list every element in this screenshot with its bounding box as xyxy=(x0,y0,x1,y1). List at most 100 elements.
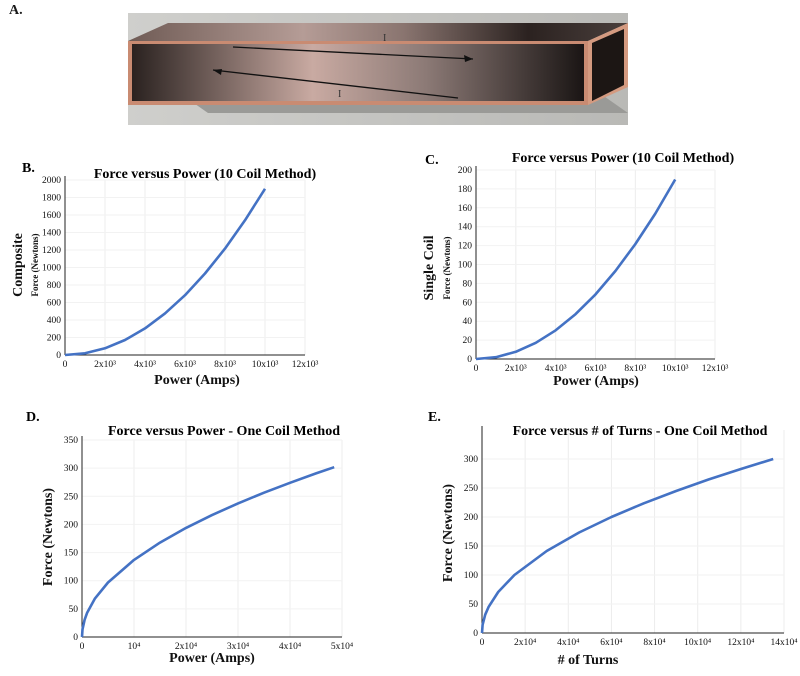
y-tick-label: 200 xyxy=(64,520,79,530)
panel-letter: D. xyxy=(26,410,40,425)
panel-a-illustration: I I xyxy=(128,13,628,125)
y-axis-sublabel: Force (Newtons) xyxy=(30,233,40,296)
y-tick-label: 200 xyxy=(458,166,473,176)
current-label-top: I xyxy=(383,33,386,44)
x-tick-label: 8x10³ xyxy=(624,364,646,374)
y-tick-label: 180 xyxy=(458,185,473,195)
chart-svg: 0 2x10³ 4x10³ 6x10³ 8x10³ 10x10³ 12x10³ 0 200 400… xyxy=(11,161,319,388)
current-arrow-bottom xyxy=(212,69,459,99)
x-tick-label: 4x10³ xyxy=(134,360,156,370)
x-axis-label: Power (Amps) xyxy=(154,373,240,388)
y-axis-label: Force (Newtons) xyxy=(41,488,56,586)
x-tick-label: 0 xyxy=(80,642,85,652)
conductor-plate-diagram: I I xyxy=(128,13,628,125)
y-tick-label: 200 xyxy=(47,334,62,344)
current-arrowhead-bottom xyxy=(213,69,222,75)
y-tick-label: 300 xyxy=(64,464,79,474)
y-tick-label: 0 xyxy=(467,355,472,365)
x-tick-label: 14x10⁴ xyxy=(770,638,798,648)
y-tick-label: 60 xyxy=(463,298,473,308)
x-tick-label: 10x10⁴ xyxy=(684,638,712,648)
y-tick-label: 1800 xyxy=(42,194,61,204)
y-tick-label: 2000 xyxy=(42,176,61,186)
x-tick-label: 12x10³ xyxy=(702,364,729,374)
x-axis-label: Power (Amps) xyxy=(553,374,639,389)
y-tick-label: 0 xyxy=(473,629,478,639)
x-tick-label: 10⁴ xyxy=(128,642,142,652)
y-tick-label: 120 xyxy=(458,242,473,252)
x-tick-label: 0 xyxy=(63,360,68,370)
y-tick-label: 0 xyxy=(56,351,61,361)
y-axis-label: Composite xyxy=(11,233,26,297)
y-tick-label: 50 xyxy=(69,605,79,615)
x-axis-label: # of Turns xyxy=(558,653,619,668)
y-tick-label: 100 xyxy=(64,577,79,587)
series-line xyxy=(80,465,335,638)
x-tick-label: 12x10³ xyxy=(292,360,319,370)
current-arrowhead-top xyxy=(464,55,473,62)
y-tick-label: 20 xyxy=(463,336,473,346)
chart-svg: 0 10⁴ 2x10⁴ 3x10⁴ 4x10⁴ 5x10⁴ 0 50 100 150 200 250 3… xyxy=(26,410,354,666)
current-arrow-top xyxy=(232,46,474,60)
x-axis-label: Power (Amps) xyxy=(169,651,255,666)
plate-interior xyxy=(132,44,584,101)
x-tick-label: 8x10³ xyxy=(214,360,236,370)
y-tick-label: 800 xyxy=(47,281,62,291)
x-tick-label: 10x10³ xyxy=(662,364,689,374)
y-tick-label: 250 xyxy=(464,484,479,494)
x-tick-label: 0 xyxy=(474,364,479,374)
y-tick-label: 80 xyxy=(463,279,473,289)
chart-svg: 0 2x10⁴ 4x10⁴ 6x10⁴ 8x10⁴ 10x10⁴ 12x10⁴ 14x10⁴ 0… xyxy=(428,410,798,668)
x-tick-label: 2x10⁴ xyxy=(175,642,198,652)
x-tick-label: 4x10⁴ xyxy=(557,638,580,648)
series-line xyxy=(475,178,677,361)
x-tick-label: 2x10³ xyxy=(505,364,527,374)
x-tick-label: 8x10⁴ xyxy=(643,638,666,648)
y-tick-label: 160 xyxy=(458,204,473,214)
y-tick-label: 200 xyxy=(464,513,479,523)
y-axis-label: Single Coil xyxy=(422,235,437,300)
panel-a-letter: A. xyxy=(9,3,23,18)
x-tick-label: 2x10³ xyxy=(94,360,116,370)
y-tick-label: 350 xyxy=(64,436,79,446)
series-line xyxy=(64,188,267,357)
y-tick-label: 1600 xyxy=(42,211,61,221)
y-tick-label: 1400 xyxy=(42,229,61,239)
y-tick-label: 100 xyxy=(458,261,473,271)
chart-b: 0 2x10³ 4x10³ 6x10³ 8x10³ 10x10³ 12x10³ 0 200 400… xyxy=(0,150,400,395)
y-tick-label: 150 xyxy=(64,549,79,559)
chart-svg: 0 2x10³ 4x10³ 6x10³ 8x10³ 10x10³ 12x10³ 0 20 40 60… xyxy=(422,151,735,389)
y-tick-label: 150 xyxy=(464,542,479,552)
chart-title: Force versus # of Turns - One Coil Metho… xyxy=(513,424,768,439)
x-tick-label: 4x10³ xyxy=(545,364,567,374)
chart-d: 0 10⁴ 2x10⁴ 3x10⁴ 4x10⁴ 5x10⁴ 0 50 100 150 200 250 3… xyxy=(0,405,400,671)
x-tick-label: 0 xyxy=(480,638,485,648)
chart-e: 0 2x10⁴ 4x10⁴ 6x10⁴ 8x10⁴ 10x10⁴ 12x10⁴ 14x10⁴ 0… xyxy=(400,405,800,671)
chart-c: 0 2x10³ 4x10³ 6x10³ 8x10³ 10x10³ 12x10³ 0 20 40 60… xyxy=(400,150,800,395)
plate-top-face xyxy=(128,23,628,41)
plate-side-interior xyxy=(592,29,624,101)
series-line xyxy=(480,457,774,634)
current-label-bottom: I xyxy=(338,89,341,100)
x-tick-label: 6x10⁴ xyxy=(600,638,623,648)
x-tick-label: 6x10³ xyxy=(585,364,607,374)
y-tick-label: 100 xyxy=(464,571,479,581)
x-tick-label: 12x10⁴ xyxy=(727,638,755,648)
y-tick-label: 1000 xyxy=(42,264,61,274)
y-tick-label: 40 xyxy=(463,317,473,327)
y-axis-label: Force (Newtons) xyxy=(441,484,456,582)
y-tick-label: 400 xyxy=(47,316,62,326)
x-tick-label: 6x10³ xyxy=(174,360,196,370)
chart-title: Force versus Power - One Coil Method xyxy=(108,424,340,439)
y-tick-label: 250 xyxy=(64,492,79,502)
y-tick-label: 300 xyxy=(464,455,479,465)
y-tick-label: 600 xyxy=(47,299,62,309)
x-tick-label: 4x10⁴ xyxy=(279,642,302,652)
chart-title: Force versus Power (10 Coil Method) xyxy=(512,151,735,166)
panel-letter: E. xyxy=(428,410,441,425)
y-tick-label: 50 xyxy=(469,600,479,610)
x-tick-label: 3x10⁴ xyxy=(227,642,250,652)
y-axis-sublabel: Force (Newtons) xyxy=(442,236,452,299)
y-tick-label: 1200 xyxy=(42,246,61,256)
x-tick-label: 2x10⁴ xyxy=(514,638,537,648)
